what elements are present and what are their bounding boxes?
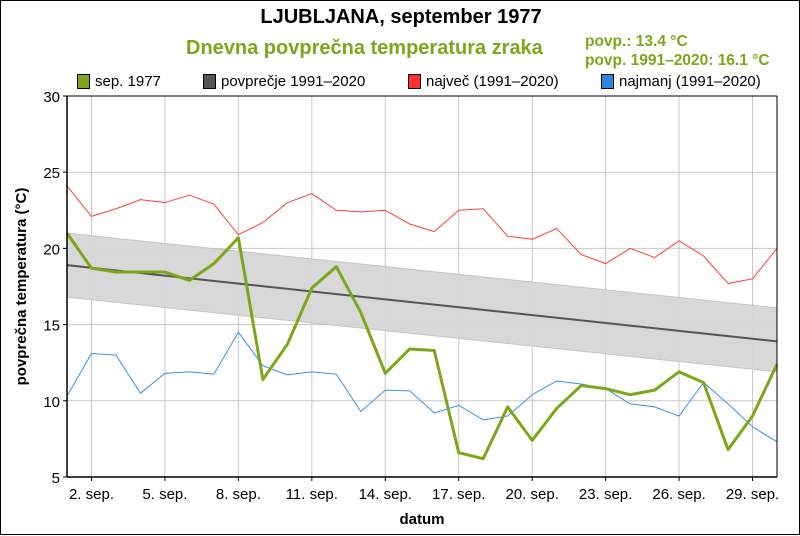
stat-mean: povp.: 13.4 °C (585, 33, 688, 50)
y-tick-label: 15 (43, 318, 60, 335)
x-tick-label: 5. sep. (142, 486, 187, 503)
legend-label: sep. 1977 (95, 73, 161, 90)
legend-label: najmanj (1991–2020) (619, 73, 761, 90)
series-line-max (66, 185, 778, 284)
x-tick-label: 17. sep. (432, 486, 485, 503)
legend-item-max: največ (1991–2020) (408, 73, 559, 90)
x-tick-label: 29. sep. (726, 486, 779, 503)
legend-swatch (203, 74, 216, 89)
legend-item-month: sep. 1977 (77, 73, 161, 90)
x-tick-label: 14. sep. (359, 486, 412, 503)
x-tick-label: 11. sep. (286, 486, 338, 503)
chart-subtitle: Dnevna povprečna temperatura zraka (186, 37, 543, 59)
legend-label: največ (1991–2020) (426, 73, 559, 90)
legend-item-min: najmanj (1991–2020) (601, 73, 761, 90)
legend-item-normal: povprečje 1991–2020 (203, 73, 365, 90)
x-tick-label: 23. sep. (579, 486, 632, 503)
stats-box: povp.: 13.4 °C povp. 1991–2020: 16.1 °C (585, 32, 770, 70)
x-axis-label: datum (400, 511, 445, 528)
x-tick-label: 20. sep. (505, 486, 558, 503)
legend-label: povprečje 1991–2020 (221, 73, 366, 90)
chart-title: LJUBLJANA, september 1977 (260, 6, 542, 28)
y-tick-label: 20 (43, 241, 60, 258)
y-tick-label: 25 (43, 165, 60, 182)
legend-swatch (408, 74, 421, 89)
x-tick-label: 26. sep. (652, 486, 705, 503)
y-axis-label: povprečna temperatura (°C) (13, 188, 30, 386)
x-tick-label: 2. sep. (69, 486, 114, 503)
x-tick-label: 8. sep. (216, 486, 261, 503)
y-tick-label: 30 (43, 89, 60, 106)
y-tick-label: 5 (52, 470, 60, 487)
legend-swatch (601, 74, 614, 89)
legend-swatch (77, 74, 90, 89)
stat-normal: povp. 1991–2020: 16.1 °C (585, 52, 770, 69)
series-line-month (65, 232, 779, 461)
series-line-min (66, 331, 778, 443)
y-tick-label: 10 (43, 394, 60, 411)
